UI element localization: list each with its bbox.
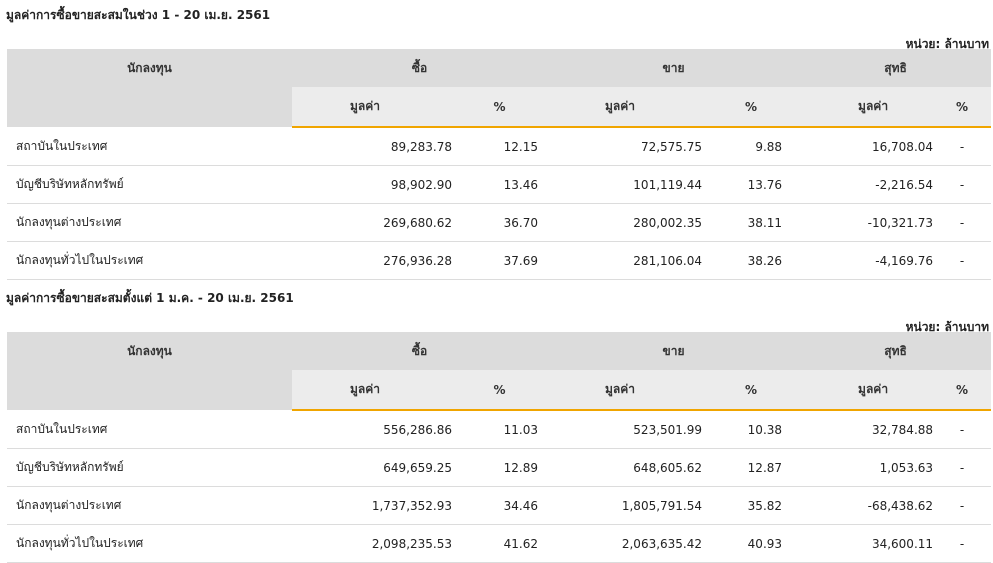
subheader-net-value: มูลค่า: [800, 87, 934, 128]
investor-name: บัญชีบริษัทหลักทรัพย์: [7, 165, 292, 204]
sell-percent: 13.76: [702, 165, 801, 204]
buy-percent: 13.46: [452, 165, 548, 204]
buy-percent: 36.70: [452, 203, 548, 242]
buy-percent: 12.15: [452, 127, 548, 166]
sell-percent: 9.88: [702, 127, 801, 166]
sell-percent: 10.38: [702, 410, 801, 449]
subheader-blank: [7, 370, 292, 410]
section-title: มูลค่าการซื้อขายสะสมในช่วง 1 - 20 เม.ย. …: [6, 8, 271, 22]
sell-value: 648,605.62: [547, 448, 703, 487]
header-buy: ซื้อ: [292, 49, 548, 87]
header-row: นักลงทุน ซื้อ ขาย สุทธิ: [7, 332, 992, 370]
buy-percent: 34.46: [452, 486, 548, 525]
net-value: -68,438.62: [800, 486, 934, 525]
subheader-blank: [7, 87, 292, 127]
header-sell: ขาย: [547, 332, 801, 370]
table-row: นักลงทุนทั่วไปในประเทศ 276,936.28 37.69 …: [7, 241, 992, 280]
header-buy: ซื้อ: [292, 332, 548, 370]
buy-value: 1,737,352.93: [292, 486, 452, 525]
sell-percent: 38.26: [702, 241, 801, 280]
net-percent: -: [933, 241, 992, 280]
table-row: สถาบันในประเทศ 556,286.86 11.03 523,501.…: [7, 410, 992, 449]
buy-percent: 11.03: [452, 410, 548, 449]
investor-name: บัญชีบริษัทหลักทรัพย์: [7, 448, 292, 487]
net-percent: -: [933, 165, 992, 204]
net-value: -4,169.76: [800, 241, 934, 280]
sell-percent: 12.87: [702, 448, 801, 487]
subheader-buy-percent: %: [452, 370, 548, 411]
net-percent: -: [933, 448, 992, 487]
subheader-net-value: มูลค่า: [800, 370, 934, 411]
buy-percent: 12.89: [452, 448, 548, 487]
net-percent: -: [933, 410, 992, 449]
subheader-row: มูลค่า % มูลค่า % มูลค่า %: [7, 87, 992, 128]
header-sell: ขาย: [547, 49, 801, 87]
buy-percent: 37.69: [452, 241, 548, 280]
net-value: -2,216.54: [800, 165, 934, 204]
investor-name: สถาบันในประเทศ: [7, 410, 292, 449]
buy-value: 98,902.90: [292, 165, 452, 204]
section-title: มูลค่าการซื้อขายสะสมตั้งแต่ 1 ม.ค. - 20 …: [6, 291, 294, 305]
table-row: บัญชีบริษัทหลักทรัพย์ 98,902.90 13.46 10…: [7, 165, 992, 204]
subheader-net-percent: %: [933, 370, 992, 411]
net-percent: -: [933, 203, 992, 242]
buy-value: 556,286.86: [292, 410, 452, 449]
subheader-buy-value: มูลค่า: [292, 87, 452, 128]
subheader-net-percent: %: [933, 87, 992, 128]
header-investor: นักลงทุน: [7, 49, 292, 87]
investor-name: นักลงทุนต่างประเทศ: [7, 486, 292, 525]
buy-value: 649,659.25: [292, 448, 452, 487]
subheader-buy-percent: %: [452, 87, 548, 128]
buy-value: 89,283.78: [292, 127, 452, 166]
table-row: สถาบันในประเทศ 89,283.78 12.15 72,575.75…: [7, 127, 992, 166]
sell-value: 523,501.99: [547, 410, 703, 449]
net-value: 32,784.88: [800, 410, 934, 449]
sell-value: 280,002.35: [547, 203, 703, 242]
unit-label: หน่วย: ล้านบาท: [905, 320, 989, 334]
net-percent: -: [933, 486, 992, 525]
trading-table: นักลงทุน ซื้อ ขาย สุทธิ มูลค่า % มูลค่า …: [7, 49, 992, 280]
subheader-sell-percent: %: [702, 370, 801, 411]
header-net: สุทธิ: [800, 49, 992, 87]
subheader-sell-value: มูลค่า: [547, 87, 703, 128]
sell-value: 72,575.75: [547, 127, 703, 166]
sell-percent: 38.11: [702, 203, 801, 242]
sell-percent: 35.82: [702, 486, 801, 525]
subheader-sell-value: มูลค่า: [547, 370, 703, 411]
subheader-row: มูลค่า % มูลค่า % มูลค่า %: [7, 370, 992, 411]
sell-value: 101,119.44: [547, 165, 703, 204]
investor-name: นักลงทุนต่างประเทศ: [7, 203, 292, 242]
table-row: นักลงทุนต่างประเทศ 1,737,352.93 34.46 1,…: [7, 486, 992, 525]
unit-label: หน่วย: ล้านบาท: [905, 37, 989, 51]
net-value: 16,708.04: [800, 127, 934, 166]
subheader-buy-value: มูลค่า: [292, 370, 452, 411]
header-row: นักลงทุน ซื้อ ขาย สุทธิ: [7, 49, 992, 87]
net-percent: -: [933, 127, 992, 166]
buy-value: 276,936.28: [292, 241, 452, 280]
trading-table: นักลงทุน ซื้อ ขาย สุทธิ มูลค่า % มูลค่า …: [7, 332, 992, 563]
sell-value: 281,106.04: [547, 241, 703, 280]
investor-name: นักลงทุนทั่วไปในประเทศ: [7, 241, 292, 280]
net-value: -10,321.73: [800, 203, 934, 242]
sell-value: 1,805,791.54: [547, 486, 703, 525]
table-row: บัญชีบริษัทหลักทรัพย์ 649,659.25 12.89 6…: [7, 448, 992, 487]
subheader-sell-percent: %: [702, 87, 801, 128]
investor-name: สถาบันในประเทศ: [7, 127, 292, 166]
table-row: นักลงทุนต่างประเทศ 269,680.62 36.70 280,…: [7, 203, 992, 242]
header-net: สุทธิ: [800, 332, 992, 370]
buy-value: 269,680.62: [292, 203, 452, 242]
net-value: 1,053.63: [800, 448, 934, 487]
header-investor: นักลงทุน: [7, 332, 292, 370]
